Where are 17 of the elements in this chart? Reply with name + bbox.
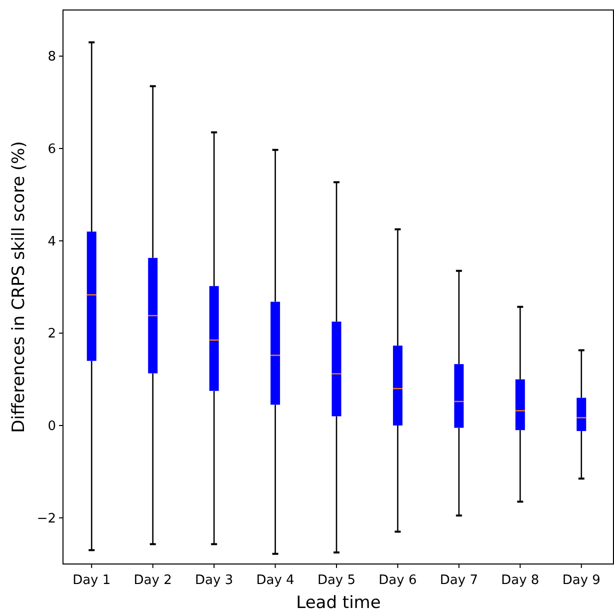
x-tick-label: Day 5 [317, 573, 356, 588]
y-tick-label: 6 [48, 142, 56, 158]
x-tick-label: Day 2 [134, 573, 172, 588]
x-tick-label: Day 9 [562, 573, 600, 588]
x-tick-label: Day 6 [378, 573, 417, 588]
x-tick-label: Day 3 [195, 573, 234, 588]
y-tick-label: 8 [48, 50, 56, 65]
x-tick-label: Day 4 [256, 573, 294, 588]
y-tick-label: 4 [48, 234, 56, 250]
x-tick-label: Day 7 [440, 573, 478, 588]
y-tick-label: −2 [36, 511, 56, 526]
x-tick-label: Day 1 [72, 573, 111, 588]
y-tick-label: 0 [48, 419, 56, 434]
y-tick-label: 2 [48, 326, 56, 342]
x-axis-title: Lead time [296, 593, 381, 613]
x-tick-label: Day 8 [501, 573, 540, 588]
y-axis-title: Differences in CRPS skill score (%) [9, 141, 29, 433]
